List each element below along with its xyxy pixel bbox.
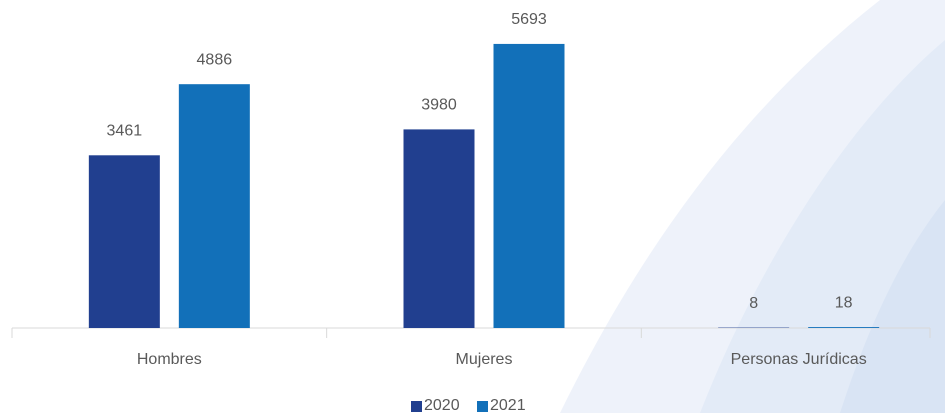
data-label: 5693 [511, 11, 547, 28]
bar [178, 84, 250, 328]
legend-swatch [411, 401, 422, 412]
data-label: 3980 [421, 97, 457, 114]
bar [88, 155, 160, 328]
x-tick-label: Mujeres [456, 351, 513, 368]
data-label: 4886 [197, 51, 233, 68]
bar [403, 129, 475, 328]
legend-label: 2020 [424, 397, 460, 413]
data-label: 8 [749, 295, 758, 312]
legend-label: 2021 [490, 397, 526, 413]
data-label: 3461 [107, 123, 143, 140]
data-label: 18 [835, 294, 853, 311]
x-tick-label: Personas Jurídicas [731, 351, 867, 368]
bar [808, 327, 880, 328]
legend-swatch [477, 401, 488, 412]
x-tick-label: Hombres [137, 351, 202, 368]
bar [493, 43, 565, 328]
background-shape [840, 200, 945, 413]
